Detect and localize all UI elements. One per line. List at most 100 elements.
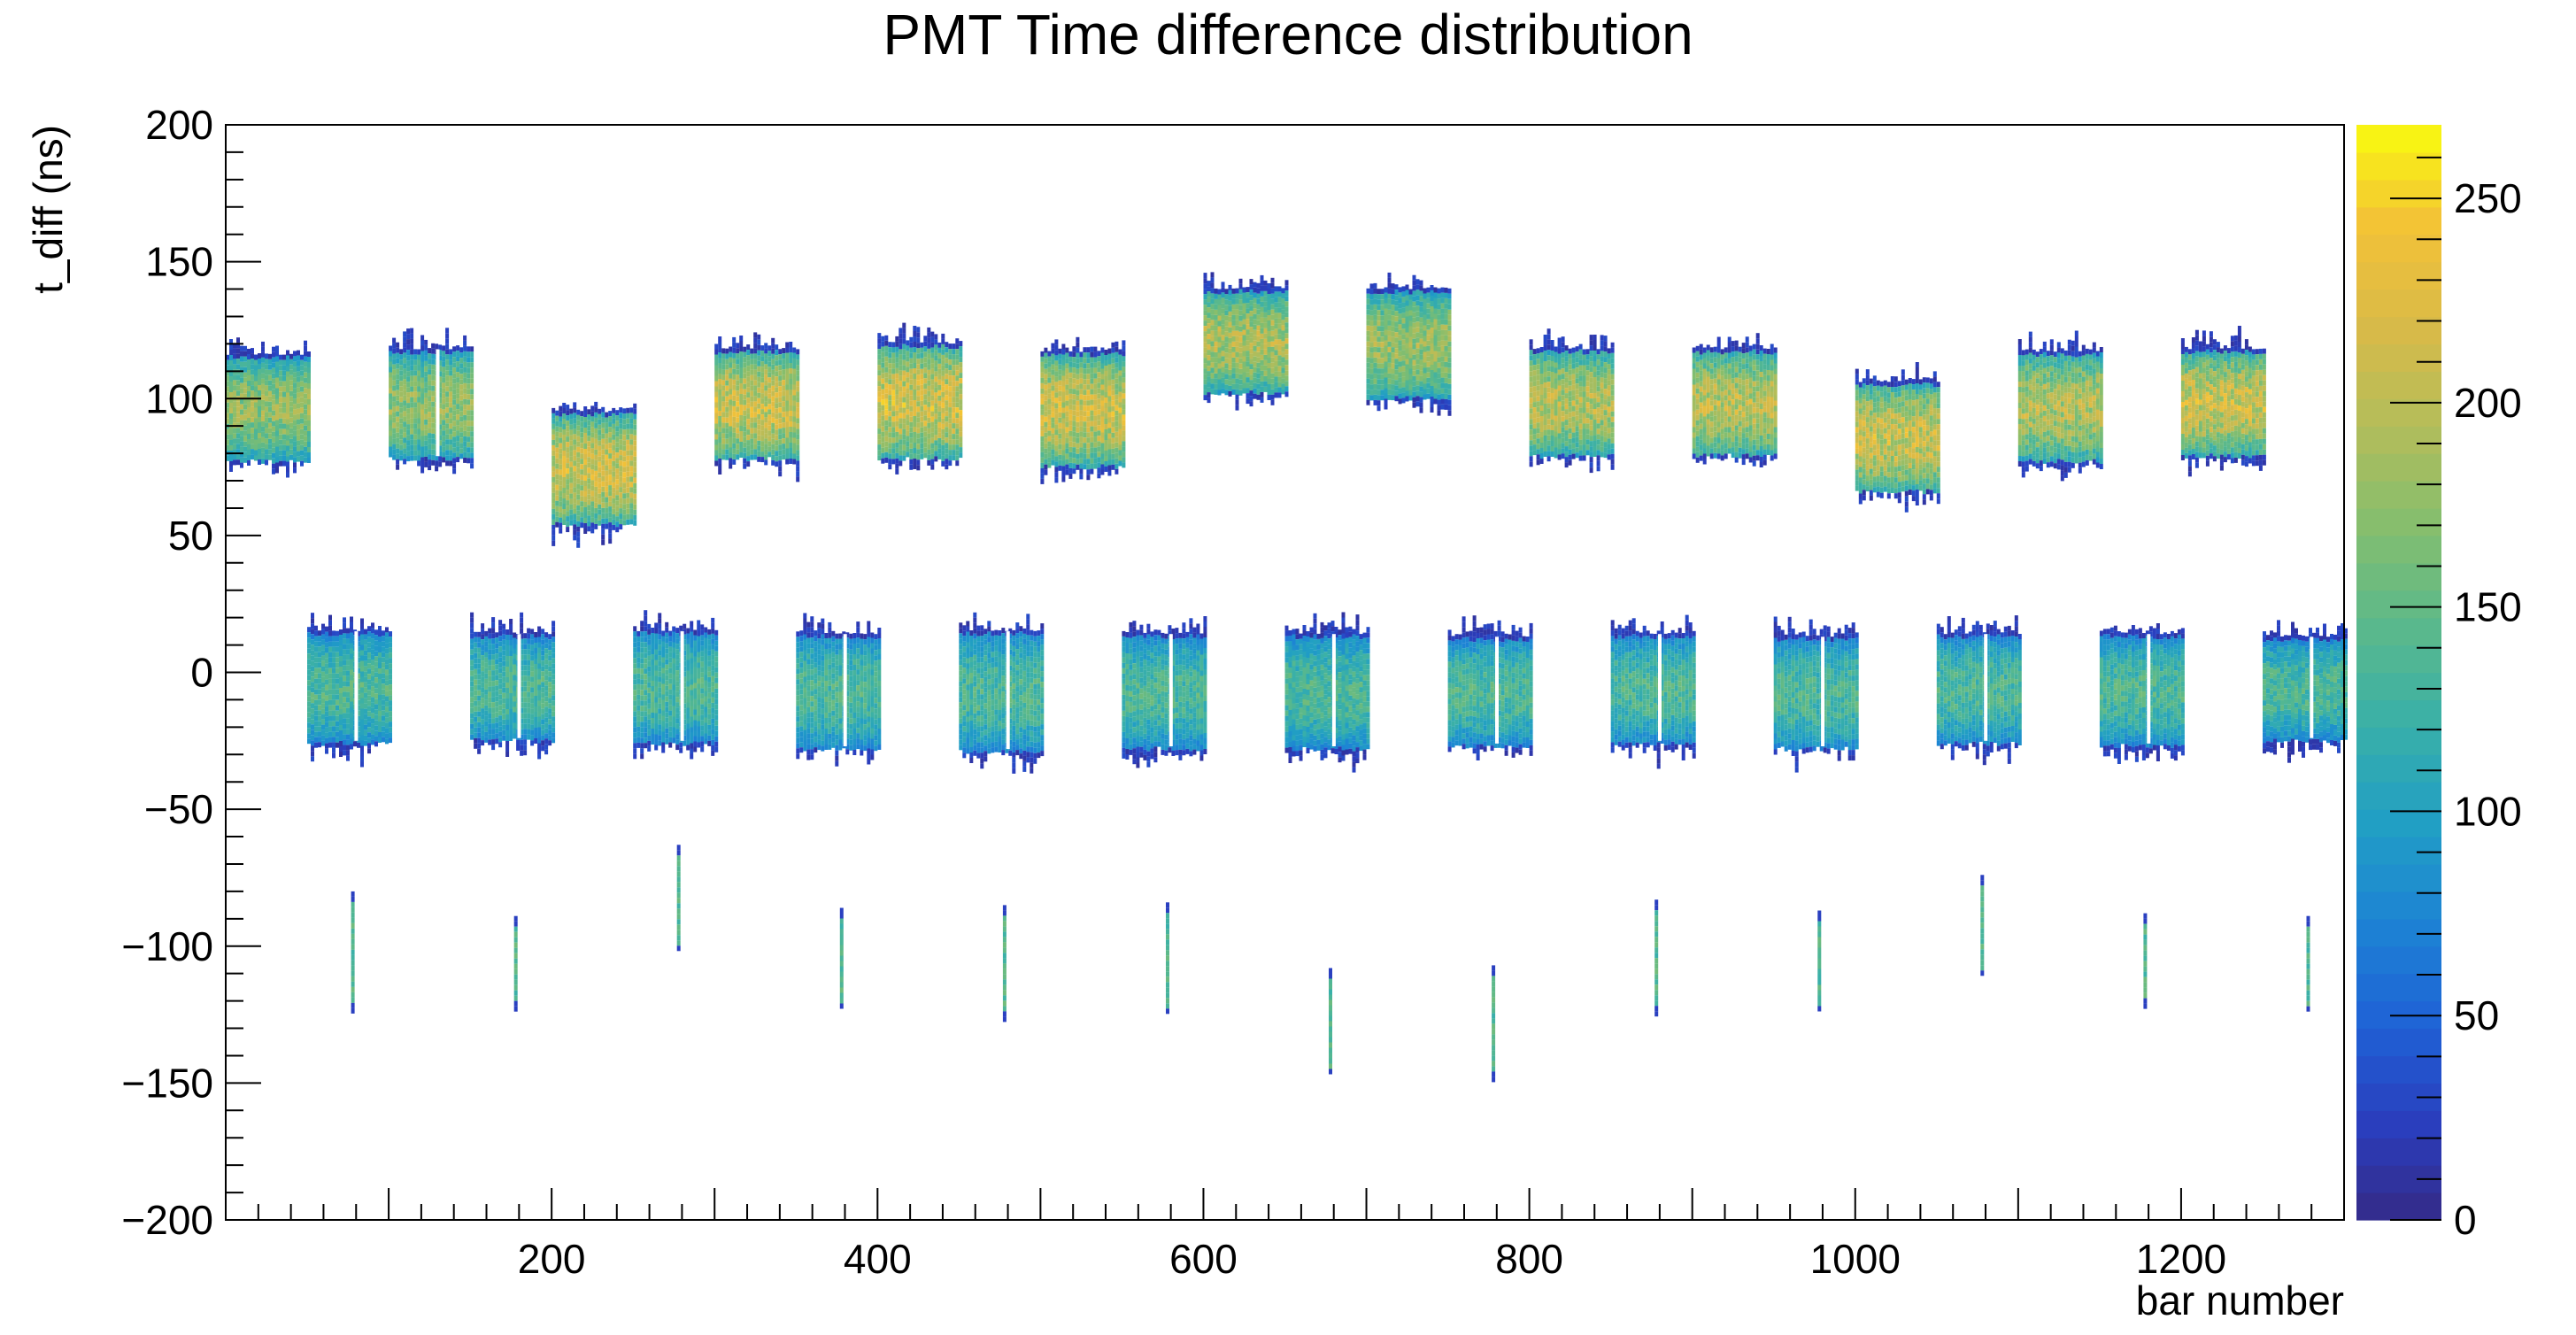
z-tick-label: 50 xyxy=(2454,992,2499,1038)
palette-step xyxy=(2356,289,2441,318)
palette-step xyxy=(2356,672,2441,701)
y-tick-label: −150 xyxy=(121,1060,213,1106)
color-palette: 0 50 100 150 200 250 xyxy=(2356,125,2522,1243)
palette-step xyxy=(2356,863,2441,892)
upper-band-7 xyxy=(1203,272,1289,411)
palette-step xyxy=(2356,945,2441,975)
chart-title: PMT Time difference distribution xyxy=(883,3,1693,66)
middle-band-3 xyxy=(633,610,719,760)
y-axis: −200 −150 −100 −50 0 50 100 150 200 xyxy=(121,102,261,1243)
palette-step xyxy=(2356,891,2441,920)
lower-line-10 xyxy=(1817,910,1822,1012)
palette-step xyxy=(2356,754,2441,783)
middle-band-6 xyxy=(1122,616,1207,768)
y-tick-label: −200 xyxy=(121,1197,213,1243)
upper-band-2 xyxy=(389,328,474,475)
middle-band-9 xyxy=(1610,614,1696,769)
y-tick-label: 50 xyxy=(168,513,213,559)
middle-band-7 xyxy=(1284,612,1370,773)
z-tick-label: 150 xyxy=(2454,584,2522,630)
palette-step xyxy=(2356,918,2441,947)
lower-line-3 xyxy=(676,845,681,952)
palette-step xyxy=(2356,535,2441,564)
palette-step xyxy=(2356,261,2441,290)
upper-band-4 xyxy=(714,332,800,482)
y-tick-label: −50 xyxy=(144,786,213,832)
z-tick-label: 250 xyxy=(2454,175,2522,221)
upper-band-9 xyxy=(1529,328,1615,474)
data-layer xyxy=(226,272,2348,1083)
palette-step xyxy=(2356,1110,2441,1138)
middle-band-8 xyxy=(1447,615,1533,760)
upper-band-11 xyxy=(1855,362,1940,513)
lower-line-1 xyxy=(351,891,355,1014)
palette-step xyxy=(2356,973,2441,1002)
middle-band-2 xyxy=(470,612,556,760)
palette-step xyxy=(2356,343,2441,372)
palette-step xyxy=(2356,837,2441,865)
upper-band-12 xyxy=(2017,330,2103,482)
palette-step xyxy=(2356,699,2441,728)
lower-line-7 xyxy=(1329,968,1332,1075)
z-tick-label: 100 xyxy=(2454,788,2522,834)
palette-step xyxy=(2356,507,2441,536)
axes-layer: 200 400 600 800 1000 1200 −200 −150 −100 −50 0 50 10… xyxy=(121,102,2345,1282)
upper-band-10 xyxy=(1692,333,1778,467)
middle-band-13 xyxy=(2263,620,2348,763)
upper-band-13 xyxy=(2180,326,2266,477)
lower-line-9 xyxy=(1654,899,1659,1017)
x-axis: 200 400 600 800 1000 1200 xyxy=(225,1188,2345,1282)
palette-step xyxy=(2356,426,2441,454)
lower-line-8 xyxy=(1492,965,1496,1083)
middle-band-11 xyxy=(1936,615,2022,766)
lower-line-12 xyxy=(2143,913,2148,1009)
upper-band-6 xyxy=(1040,336,1126,484)
z-tick-label: 200 xyxy=(2454,380,2522,426)
lower-line-2 xyxy=(513,915,518,1012)
lower-line-13 xyxy=(2306,915,2310,1012)
palette-step xyxy=(2356,1138,2441,1166)
middle-band-10 xyxy=(1773,616,1859,773)
x-tick-label: 800 xyxy=(1495,1236,1563,1282)
x-tick-label: 1200 xyxy=(2136,1236,2226,1282)
palette-step xyxy=(2356,590,2441,619)
palette-step xyxy=(2356,179,2441,208)
palette-step xyxy=(2356,727,2441,755)
palette-step xyxy=(2356,617,2441,646)
middle-band-5 xyxy=(959,612,1045,774)
lower-line-6 xyxy=(1166,902,1169,1015)
palette-step xyxy=(2356,1192,2441,1221)
palette-step xyxy=(2356,125,2441,153)
palette-step xyxy=(2356,782,2441,810)
lower-line-5 xyxy=(1002,905,1006,1022)
x-tick-label: 1000 xyxy=(1810,1236,1901,1282)
lower-line-4 xyxy=(839,907,844,1009)
palette-step xyxy=(2356,206,2441,235)
palette-step xyxy=(2356,1055,2441,1084)
x-tick-label: 600 xyxy=(1169,1236,1238,1282)
y-tick-label: 100 xyxy=(145,375,213,421)
x-tick-label: 400 xyxy=(844,1236,912,1282)
palette-step xyxy=(2356,453,2441,482)
palette-step xyxy=(2356,562,2441,591)
middle-band-12 xyxy=(2099,623,2185,764)
y-tick-label: 150 xyxy=(145,239,213,285)
middle-band-4 xyxy=(796,613,882,767)
palette-step xyxy=(2356,371,2441,399)
palette-step xyxy=(2356,809,2441,837)
lower-line-11 xyxy=(1980,875,1985,976)
middle-band-1 xyxy=(307,613,392,768)
upper-band-1 xyxy=(226,337,311,478)
upper-band-5 xyxy=(877,322,963,475)
z-tick-label: 0 xyxy=(2454,1197,2477,1243)
y-axis-label: t_diff (ns) xyxy=(25,125,71,294)
y-tick-label: 0 xyxy=(190,650,213,696)
palette-step xyxy=(2356,481,2441,509)
palette-step xyxy=(2356,151,2441,181)
x-axis-label: bar number xyxy=(2136,1277,2344,1323)
x-tick-label: 200 xyxy=(518,1236,586,1282)
y-tick-label: 200 xyxy=(145,102,213,148)
y-tick-label: −100 xyxy=(121,923,213,969)
palette-step xyxy=(2356,644,2441,674)
